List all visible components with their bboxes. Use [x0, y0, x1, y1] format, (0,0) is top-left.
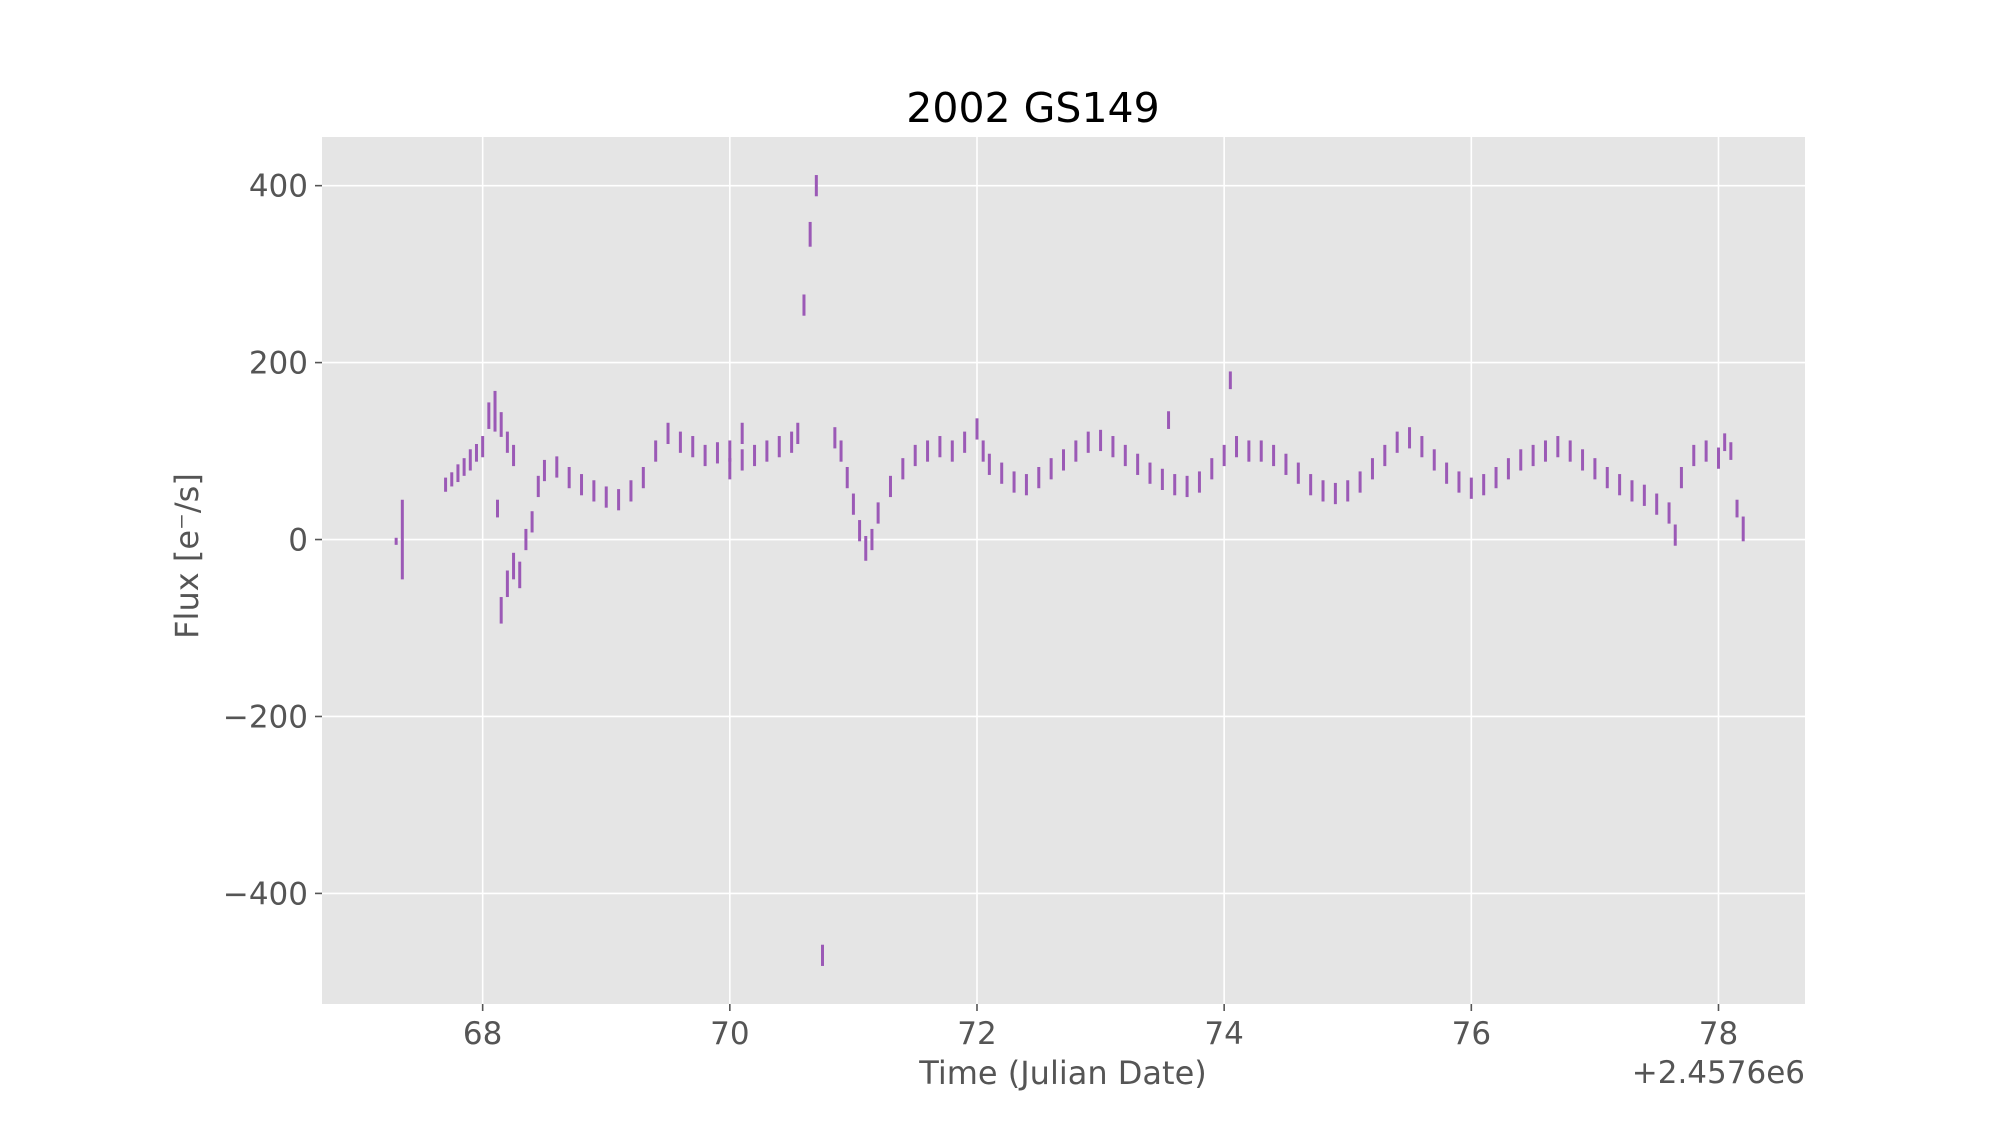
x-tick-label: 74	[1204, 1016, 1243, 1052]
x-tick-label: 72	[957, 1016, 996, 1052]
y-tick-label: 200	[249, 346, 308, 382]
x-tick-label: 70	[710, 1016, 749, 1052]
data-points	[394, 175, 1745, 966]
y-tick-label: −400	[223, 876, 308, 912]
x-tick-label: 78	[1699, 1016, 1738, 1052]
y-tick-label: −200	[223, 699, 308, 735]
y-axis: −400 −200 0 200 400	[223, 169, 322, 912]
y-tick-label: 0	[288, 523, 308, 559]
x-axis-offset: +2.4576e6	[1632, 1055, 1805, 1091]
x-axis-label: Time (Julian Date)	[918, 1054, 1207, 1092]
y-axis-label: Flux [e⁻/s]	[168, 473, 206, 639]
grid	[322, 137, 1805, 1004]
plot-area	[322, 137, 1805, 1004]
y-tick-label: 400	[249, 169, 308, 205]
x-tick-label: 76	[1452, 1016, 1491, 1052]
chart-title: 2002 GS149	[906, 84, 1159, 132]
x-axis: 68 70 72 74 76 78	[463, 1004, 1738, 1052]
x-tick-label: 68	[463, 1016, 502, 1052]
